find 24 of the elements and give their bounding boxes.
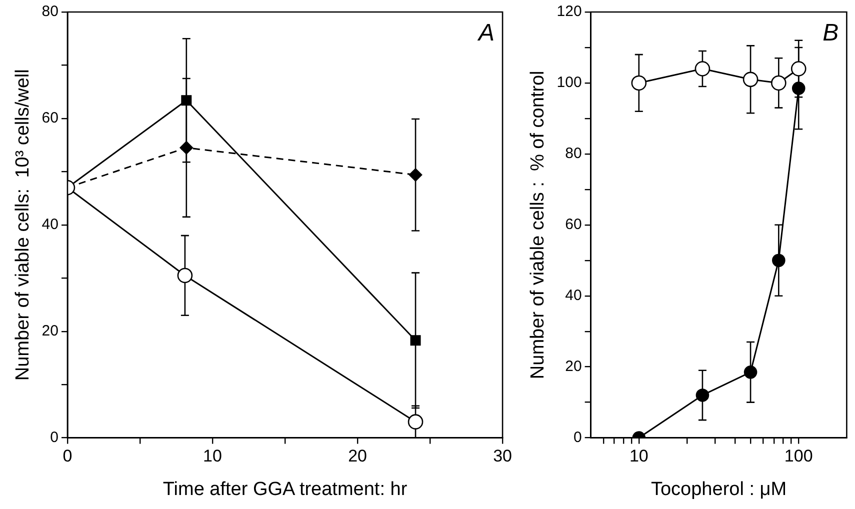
y-tick-label: 40 [42,216,58,234]
x-axis-title: Tocopherol : μM [650,478,787,500]
x-tick-label: 100 [784,446,813,466]
y-tick-label: 80 [565,145,582,162]
y-tick-label: 20 [42,322,58,340]
y-axis-title: Number of viable cells : % of control [528,70,549,380]
y-tick-label: 40 [565,287,582,304]
y-axis-title: Number of viable cells: 10³ cells/well [12,69,34,381]
y-tick-label: 120 [556,3,582,20]
x-axis-title: Time after GGA treatment: hr [162,478,408,500]
x-tick-label: 30 [493,446,512,466]
y-tick-label: 80 [42,3,58,20]
y-tick-label: 60 [565,216,582,234]
y-tick-label: 0 [50,428,58,446]
x-tick-label: 0 [62,446,72,466]
annotation: A [476,20,495,47]
x-tick-label: 20 [348,446,367,466]
x-tick-label: 10 [629,446,648,466]
x-tick-label: 10 [203,446,222,466]
y-tick-label: 60 [42,110,58,127]
y-tick-label: 100 [556,74,582,92]
annotation: B [822,20,839,47]
y-tick-label: 0 [573,428,582,446]
y-tick-label: 20 [565,358,582,375]
